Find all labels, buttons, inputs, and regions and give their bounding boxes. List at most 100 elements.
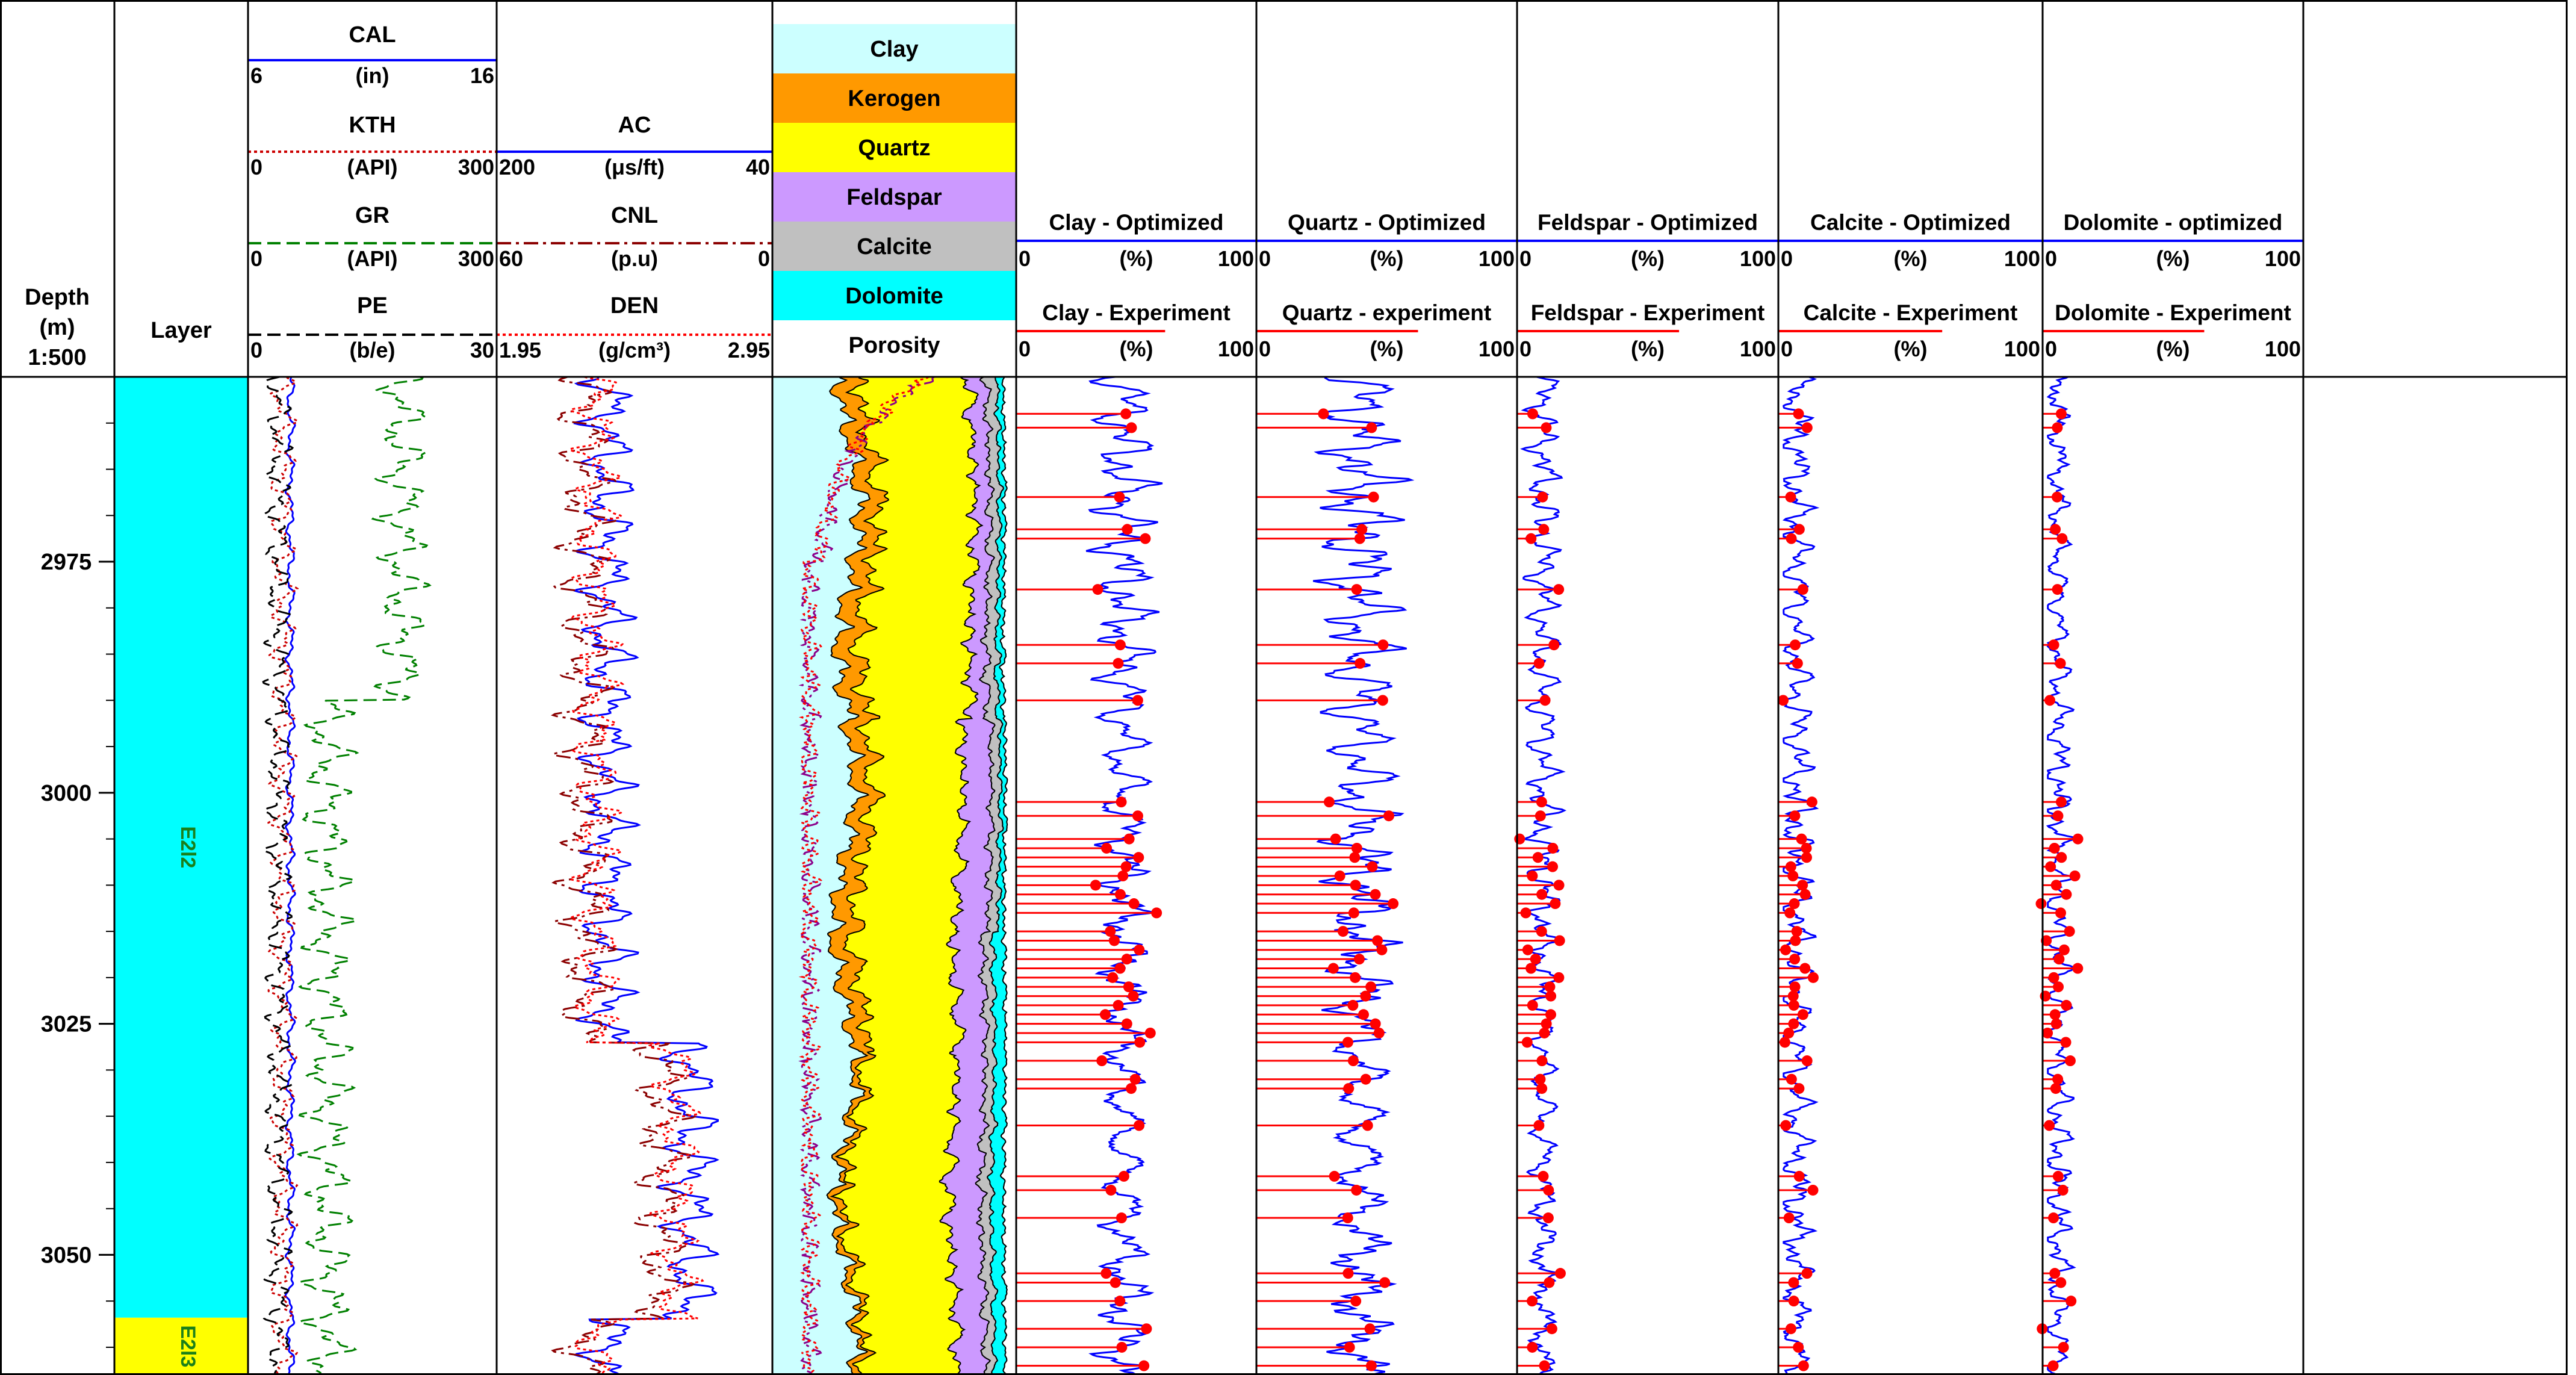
comparison-max: 100 <box>1218 337 1254 361</box>
comparison-unit: (%) <box>1894 246 1928 271</box>
experiment-point <box>1128 898 1140 910</box>
curve-header-min: 0 <box>250 155 262 179</box>
experiment-point <box>1807 1184 1819 1196</box>
experiment-point <box>1376 944 1388 955</box>
experiment-point <box>1365 981 1377 993</box>
experiment-point <box>1541 1018 1552 1029</box>
experiment-point <box>1354 533 1365 544</box>
curve-den <box>568 376 704 1375</box>
comparison-max: 100 <box>2004 337 2040 361</box>
experiment-point <box>1525 963 1537 974</box>
experiment-point <box>1108 935 1120 946</box>
experiment-point <box>1547 861 1559 872</box>
curve-header-name: PE <box>357 293 388 318</box>
experiment-point <box>1527 871 1538 881</box>
experiment-point <box>2045 861 2056 872</box>
curve-header-min: 0 <box>250 338 262 362</box>
experiment-point <box>1553 584 1565 595</box>
experiment-point <box>1789 981 1801 993</box>
experiment-point <box>1337 926 1349 937</box>
experiment-point <box>1780 1120 1792 1131</box>
experiment-point <box>1543 1184 1554 1196</box>
experiment-point <box>1368 491 1379 503</box>
experiment-point <box>1801 1055 1813 1067</box>
curve-ac <box>573 376 720 1375</box>
curve-header-unit: (API) <box>347 155 398 179</box>
experiment-point <box>1329 1170 1340 1182</box>
comparison-header-optimized: Quartz - Optimized <box>1288 210 1486 235</box>
comparison-max: 100 <box>1740 246 1776 271</box>
experiment-point <box>1541 422 1552 433</box>
experiment-point <box>2044 695 2055 706</box>
experiment-point <box>2055 796 2067 808</box>
experiment-point <box>1342 1212 1353 1224</box>
lithology-legend-label: Porosity <box>848 333 940 358</box>
experiment-point <box>2049 1009 2061 1020</box>
curve-header-unit: (p.u) <box>611 246 658 271</box>
comparison-header-experiment: Quartz - experiment <box>1282 300 1491 325</box>
experiment-point <box>2047 1360 2059 1371</box>
experiment-point <box>1799 963 1811 974</box>
experiment-point <box>2050 1018 2062 1029</box>
experiment-point <box>2052 810 2064 822</box>
experiment-point <box>1536 889 1548 900</box>
experiment-point <box>1546 1323 1557 1335</box>
curve-rt <box>798 376 935 1375</box>
experiment-point <box>2050 1083 2061 1094</box>
experiment-point <box>1116 796 1127 808</box>
experiment-point <box>1793 524 1805 535</box>
experiment-point <box>1550 898 1561 910</box>
experiment-point <box>1373 1027 1385 1038</box>
lithology-legend-swatch-dolomite <box>772 271 1016 320</box>
comparison-min: 0 <box>2045 246 2057 271</box>
experiment-point <box>1110 1277 1121 1288</box>
experiment-point <box>1536 1055 1548 1067</box>
experiment-point <box>1527 408 1538 420</box>
experiment-point <box>1366 422 1377 433</box>
experiment-point <box>2053 981 2064 993</box>
experiment-point <box>1351 1184 1362 1196</box>
experiment-point <box>1128 990 1139 1002</box>
comparison-unit: (%) <box>1894 337 1928 361</box>
experiment-point <box>1377 695 1388 706</box>
experiment-point <box>1547 842 1559 854</box>
comparison-header-optimized: Feldspar - Optimized <box>1538 210 1758 235</box>
experiment-point <box>1801 422 1813 433</box>
experiment-point <box>1114 1296 1126 1307</box>
curve-header-unit: (μs/ft) <box>604 155 665 179</box>
experiment-point <box>1327 963 1339 974</box>
experiment-point <box>2041 935 2052 946</box>
curve-header-min: 60 <box>499 246 523 271</box>
experiment-point <box>1343 1083 1355 1094</box>
experiment-point <box>1151 907 1162 919</box>
experiment-point <box>1350 972 1361 983</box>
experiment-point <box>1789 898 1800 910</box>
curve-header-name: GR <box>355 203 390 228</box>
experiment-point <box>1113 657 1124 669</box>
experiment-point <box>1539 1360 1550 1371</box>
experiment-point <box>1349 852 1361 863</box>
experiment-point <box>1783 1027 1795 1038</box>
comparison-min: 0 <box>1519 246 1532 271</box>
experiment-point <box>1778 695 1789 706</box>
experiment-point <box>2052 422 2063 433</box>
curve-header-min: 6 <box>250 63 262 88</box>
comparison-min: 0 <box>1019 337 1031 361</box>
comparison-min: 0 <box>1259 337 1271 361</box>
layer-zone-e2l3 <box>114 1317 248 1375</box>
curve-header-max: 0 <box>758 246 770 271</box>
curve-header-max: 300 <box>458 155 494 179</box>
experiment-point <box>1784 907 1796 919</box>
experiment-point <box>1351 842 1362 854</box>
curve-header-min: 1.95 <box>499 338 541 362</box>
lithology-legend-label: Quartz <box>858 135 930 161</box>
experiment-point <box>1792 657 1803 669</box>
lithology-legend-swatch-calcite <box>772 222 1016 271</box>
experiment-point <box>1545 1009 1556 1020</box>
experiment-point <box>1350 1296 1362 1307</box>
experiment-point <box>2044 1120 2055 1131</box>
experiment-point <box>2052 584 2063 595</box>
experiment-point <box>1367 861 1378 872</box>
experiment-point <box>1536 1083 1548 1094</box>
